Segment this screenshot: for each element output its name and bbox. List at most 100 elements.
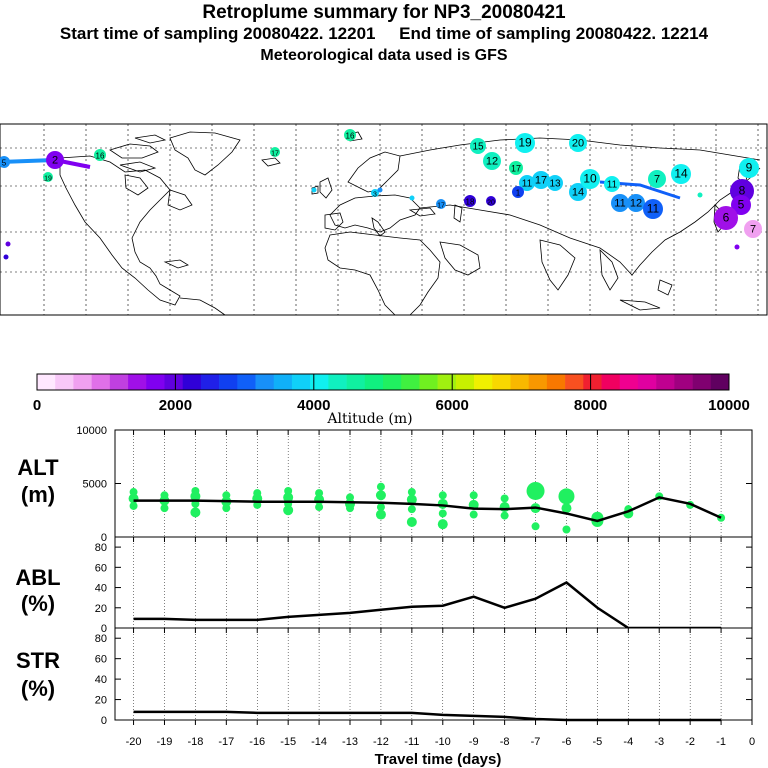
map-plume-marker — [569, 134, 587, 152]
map-plume-label: 19 — [518, 136, 532, 150]
colorbar-swatch — [128, 374, 147, 390]
colorbar-swatch — [474, 374, 493, 390]
map-plume-marker — [486, 196, 496, 206]
map-plume-label: 14 — [674, 167, 688, 181]
colorbar-swatch — [146, 374, 165, 390]
map-plume-label: 9 — [746, 161, 753, 175]
map-plume-label: 13 — [549, 179, 561, 190]
map-plume-marker — [714, 206, 738, 230]
colorbar-swatch — [109, 374, 129, 390]
colorbar-swatch — [401, 374, 420, 390]
map-plume-marker — [731, 195, 751, 215]
map-plume-marker — [739, 158, 759, 178]
altitude-point — [190, 491, 201, 502]
altitude-point — [437, 519, 448, 530]
colorbar-swatch — [237, 374, 256, 390]
colorbar-swatch — [364, 374, 384, 390]
colorbar-swatch — [383, 374, 402, 390]
met-data-line: Meteorological data used is GFS — [260, 47, 508, 64]
colorbar-swatch — [637, 374, 657, 390]
altitude-colorbar: 0 2000 4000 6000 8000 10000 Altitude (m) — [33, 373, 750, 427]
colorbar-tick-label: 6000 — [436, 397, 469, 414]
altitude-point — [407, 488, 416, 497]
map-plume-label: 16 — [96, 152, 105, 161]
map-plume-label: 5 — [2, 159, 7, 168]
map-plume-label: 17 — [437, 203, 445, 210]
series-line — [133, 496, 722, 523]
colorbar-swatch — [656, 374, 675, 390]
map-plume-label: 18 — [466, 198, 475, 207]
altitude-point — [407, 505, 416, 514]
colorbar-swatch — [492, 374, 511, 390]
map-plume-label: 2 — [52, 155, 58, 167]
map-plume-label: 3 — [373, 192, 377, 199]
map-plume-marker — [627, 194, 645, 212]
altitude-point — [346, 504, 355, 513]
y-tick-label: 0 — [101, 715, 107, 727]
map-plume-label: 12 — [630, 198, 642, 210]
map-plume-label: 12 — [486, 156, 498, 168]
coastlines — [59, 131, 761, 316]
altitude-point — [375, 490, 386, 501]
map-plume-label: 11 — [647, 202, 660, 216]
x-tick-label: -2 — [685, 736, 695, 748]
map-plume-label: 10 — [583, 172, 597, 186]
time-series-panels: 0500010000ALT(m)020406080ABL(%)020406080… — [15, 425, 755, 768]
map-plume-marker — [470, 138, 486, 154]
map-plume-label: 19 — [44, 176, 52, 183]
panel-ylabel-line2: (%) — [21, 676, 55, 701]
map-plume-marker — [532, 171, 550, 189]
altitude-point — [500, 511, 509, 520]
map-plume-label: 1 — [516, 189, 521, 198]
map-plume-marker — [515, 133, 535, 153]
altitude-point — [526, 481, 545, 500]
altitude-point — [531, 522, 540, 531]
x-tick-label: -10 — [435, 736, 451, 748]
colorbar-swatch — [437, 374, 457, 390]
x-tick-label: -4 — [623, 736, 633, 748]
map-plume-label: 7 — [750, 224, 756, 236]
colorbar-swatch — [510, 374, 529, 390]
map-plume-marker — [611, 194, 629, 212]
y-tick-label: 40 — [95, 583, 107, 595]
map-plume-marker — [519, 175, 535, 191]
altitude-point — [561, 503, 572, 514]
y-tick-label: 20 — [95, 603, 107, 615]
x-tick-label: -7 — [531, 736, 541, 748]
map-plume-marker — [648, 170, 666, 188]
map-plume-label: 15 — [472, 142, 484, 153]
colorbar-swatch — [692, 374, 712, 390]
altitude-point — [315, 503, 324, 512]
map-plume-label: 17 — [535, 175, 547, 187]
colorbar-swatch — [182, 374, 202, 390]
altitude-point — [406, 517, 417, 528]
map-plume-marker — [0, 156, 10, 168]
x-tick-label: -1 — [716, 736, 726, 748]
map-plume-label: 20 — [487, 200, 495, 207]
altitude-point — [376, 503, 385, 512]
map-plume-marker — [671, 164, 691, 184]
colorbar-swatch — [91, 374, 111, 390]
map-plume-marker — [604, 176, 620, 192]
colorbar-swatch — [546, 374, 566, 390]
map-plume-marker — [46, 151, 64, 169]
colorbar-swatch — [583, 374, 602, 390]
map-plume-marker — [643, 199, 663, 219]
colorbar-swatch — [255, 374, 275, 390]
colorbar-axis-label: Altitude (m) — [326, 411, 412, 427]
panel-ylabel-line1: ABL — [15, 565, 60, 590]
altitude-point — [469, 491, 478, 500]
map-plume-marker — [464, 195, 476, 207]
altitude-point — [375, 509, 386, 520]
altitude-point — [562, 525, 571, 534]
map-plume-marker — [436, 199, 446, 209]
map-plume-label: 20 — [572, 138, 584, 150]
panel-frame — [114, 627, 753, 721]
map-plume-dot — [409, 195, 415, 201]
x-tick-label: -3 — [654, 736, 664, 748]
colorbar-swatch — [674, 374, 693, 390]
map-plume-dot — [3, 254, 9, 260]
x-tick-label: -12 — [373, 736, 389, 748]
